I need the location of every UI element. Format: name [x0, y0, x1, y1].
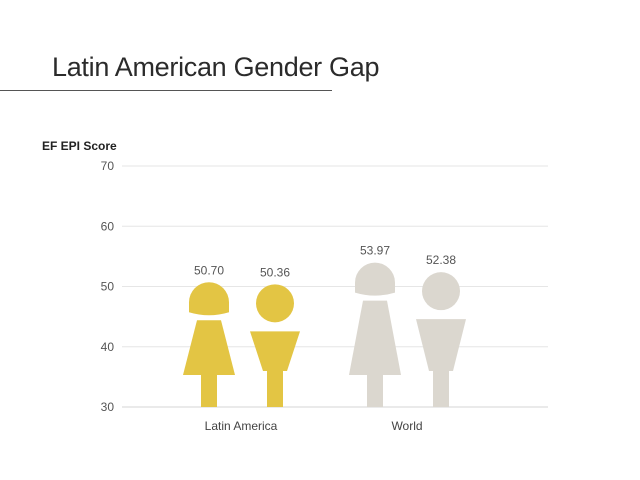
- figures: [183, 262, 466, 407]
- y-tick-label: 60: [101, 219, 115, 233]
- man-torso: [250, 331, 300, 371]
- y-tick-label: 40: [101, 340, 115, 354]
- value-label: 52.38: [426, 253, 456, 267]
- woman-dress: [349, 300, 401, 375]
- y-axis-label: EF EPI Score: [42, 139, 117, 153]
- woman-head: [355, 262, 395, 296]
- woman-figure-icon: [183, 282, 235, 407]
- man-head: [422, 272, 460, 311]
- category-label: Latin America: [205, 419, 278, 433]
- man-legs: [267, 371, 283, 407]
- y-tick-label: 70: [101, 159, 115, 173]
- woman-legs: [201, 375, 217, 407]
- title-underline: [0, 90, 332, 91]
- value-label: 50.36: [260, 265, 290, 279]
- man-legs: [433, 371, 449, 407]
- man-figure-icon: [416, 272, 466, 407]
- value-label: 50.70: [194, 263, 224, 277]
- man-figure-icon: [250, 284, 300, 407]
- woman-legs: [367, 375, 383, 407]
- y-tick-label: 30: [101, 400, 115, 414]
- category-labels: Latin America World: [205, 419, 423, 433]
- chart-title: Latin American Gender Gap: [52, 52, 380, 82]
- woman-head: [189, 282, 229, 316]
- y-tick-label: 50: [101, 280, 115, 294]
- man-torso: [416, 319, 466, 371]
- y-axis-ticks: 30 40 50 60 70: [101, 159, 115, 414]
- woman-figure-icon: [349, 262, 401, 407]
- value-label: 53.97: [360, 244, 390, 258]
- man-head: [256, 284, 294, 323]
- woman-dress: [183, 320, 235, 375]
- category-label: World: [391, 419, 422, 433]
- value-labels: 50.70 50.36 53.97 52.38: [194, 244, 456, 280]
